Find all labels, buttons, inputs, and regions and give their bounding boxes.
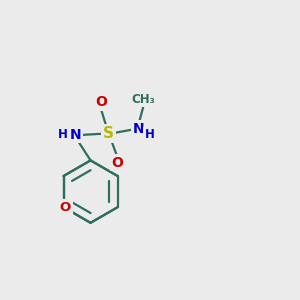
Text: H: H xyxy=(58,128,68,141)
Text: O: O xyxy=(59,201,70,214)
Text: CH₃: CH₃ xyxy=(132,93,155,106)
Text: H: H xyxy=(145,128,154,141)
Text: O: O xyxy=(111,156,123,170)
Text: S: S xyxy=(103,126,114,141)
Text: O: O xyxy=(95,95,107,110)
Text: N: N xyxy=(70,128,82,142)
Text: N: N xyxy=(132,122,144,136)
